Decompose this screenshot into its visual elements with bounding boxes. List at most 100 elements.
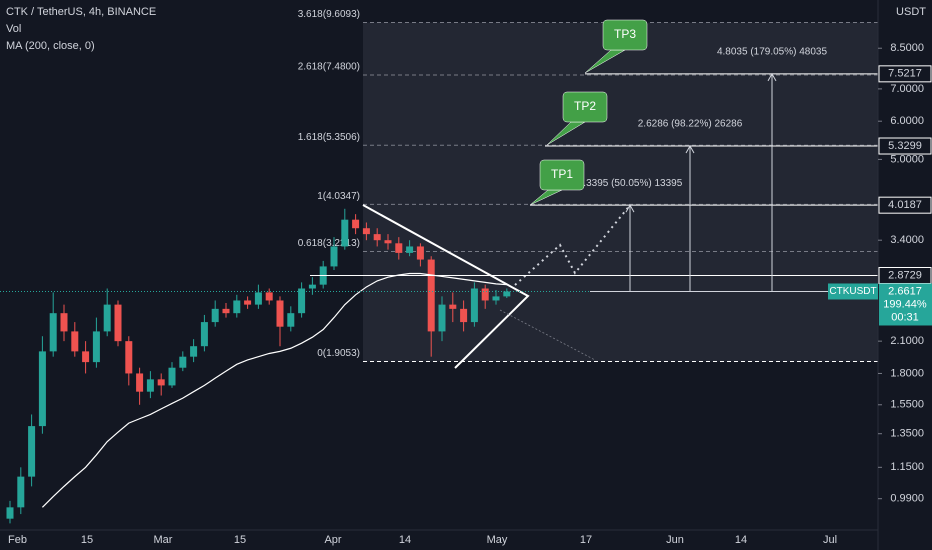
candles — [6, 208, 511, 524]
candle-body — [308, 284, 316, 289]
candle-body — [82, 351, 90, 363]
candle-body — [28, 426, 36, 477]
candle-body — [384, 240, 392, 244]
candle-body — [211, 308, 219, 323]
x-tick-label: Jun — [666, 534, 684, 546]
symbol-label: CTKUSDT — [829, 286, 876, 297]
target-label: TP3 — [614, 27, 636, 41]
measure-label: 2.6286 (98.22%) 26286 — [638, 119, 743, 130]
candle-body — [125, 341, 133, 374]
candle-body — [60, 313, 68, 332]
candle-body — [449, 304, 457, 309]
overlay: 1.3395 (50.05%) 13395 2.6286 (98.22%) 262… — [0, 19, 878, 369]
y-tick-label: 3.4000 — [890, 234, 924, 246]
target-box — [562, 91, 608, 123]
fib-label: 1(4.0347) — [317, 191, 360, 202]
fib-label: 0.618(3.2213) — [298, 238, 360, 249]
y-tick-label: 1.3500 — [890, 428, 924, 440]
x-tick-label: May — [487, 534, 508, 546]
y-tick-label: 0.9900 — [890, 493, 924, 505]
ma-line — [41, 272, 507, 508]
candle-body — [395, 243, 403, 253]
candle-body — [222, 308, 230, 314]
fib-zone: 3.618(9.6093) 2.618(7.4800) 1.618(5.3506) 1… — [298, 9, 878, 363]
target-label: TP2 — [574, 99, 596, 113]
y-tick-label: 1.1500 — [890, 461, 924, 473]
candle-body — [481, 288, 489, 301]
measure-label: 1.3395 (50.05%) 13395 — [578, 178, 683, 189]
candle-body — [352, 219, 360, 229]
candle-body — [136, 373, 144, 392]
candle-body — [146, 379, 154, 392]
symbol-tag — [828, 283, 878, 300]
candle-body — [71, 331, 79, 352]
candle-body — [438, 304, 446, 332]
y-tick-label: 2.1000 — [890, 335, 924, 347]
candle-body — [373, 234, 381, 241]
x-tick-label: Mar — [154, 534, 173, 546]
candle-body — [362, 228, 370, 235]
current-price: 2.6617 — [888, 285, 922, 297]
arrow-head — [685, 145, 695, 154]
triangle-extension — [499, 309, 596, 361]
price-tag — [878, 137, 932, 155]
current-tag — [879, 283, 932, 326]
chart-title: CTK / TetherUS, 4h, BINANCE — [6, 6, 156, 18]
price-tag-label: 7.5217 — [888, 68, 922, 80]
countdown: 00:31 — [891, 311, 919, 323]
candle-body — [157, 379, 165, 386]
candle-body — [38, 351, 46, 427]
x-tick-label: 17 — [580, 534, 592, 546]
axis-unit: USDT — [896, 6, 926, 18]
candle-body — [416, 246, 424, 260]
y-tick-label: 1.8000 — [890, 367, 924, 379]
price-tag — [878, 196, 932, 214]
price-tag — [878, 65, 932, 83]
projection — [514, 204, 631, 286]
y-tick-label: 7.0000 — [890, 83, 924, 95]
y-tick-label: 5.0000 — [890, 153, 924, 165]
candle-body — [200, 322, 208, 347]
candle-body — [298, 288, 306, 314]
candle-body — [492, 296, 500, 301]
candle-body — [179, 356, 187, 368]
candle-body — [341, 219, 349, 247]
arrow-head — [625, 204, 635, 213]
candle-body — [114, 304, 122, 342]
candle-body — [427, 259, 435, 332]
fib-label: 0(1.9053) — [317, 348, 360, 359]
candle-body — [265, 292, 273, 301]
x-tick-label: 15 — [81, 534, 93, 546]
fib-label: 3.618(9.6093) — [298, 9, 360, 20]
target-box — [602, 19, 648, 51]
x-tick-label: Feb — [8, 534, 27, 546]
volume-label: Vol — [6, 23, 21, 35]
x-tick-label: Apr — [324, 534, 341, 546]
y-tick-label: 6.0000 — [890, 115, 924, 127]
candle-body — [233, 300, 241, 314]
candle-body — [49, 313, 57, 352]
candle-body — [470, 288, 478, 323]
candle-body — [168, 367, 176, 386]
measure-label: 4.8035 (179.05%) 48035 — [717, 46, 828, 57]
price-tag-label: 4.0187 — [888, 199, 922, 211]
candle-body — [287, 313, 295, 327]
axis-labels: 0.9900 1.1500 1.3500 1.5500 1.8000 2.1000 3.40… — [8, 42, 932, 546]
target-label: TP1 — [551, 167, 573, 181]
price-tag-label: 5.3299 — [888, 140, 922, 152]
ma-label: MA (200, close, 0) — [6, 40, 95, 52]
candle-body — [17, 476, 25, 508]
candle-body — [330, 246, 338, 267]
candle-body — [406, 246, 414, 253]
target-box — [539, 159, 585, 191]
candle-body — [460, 308, 468, 323]
y-tick-label: 8.5000 — [890, 42, 924, 54]
candle-body — [254, 292, 262, 305]
fib-label: 1.618(5.3506) — [298, 132, 360, 143]
fib-background — [363, 22, 878, 362]
candle-body — [190, 346, 198, 357]
x-tick-label: Jul — [823, 534, 837, 546]
candle-body — [103, 304, 111, 332]
arrow-head — [767, 72, 777, 82]
